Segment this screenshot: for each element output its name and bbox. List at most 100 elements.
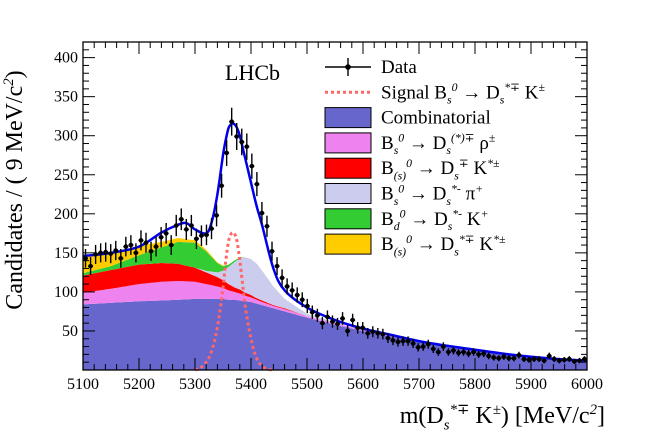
data-point (168, 235, 174, 255)
area-combinatorial (83, 298, 587, 370)
x-tick-label: 5400 (235, 376, 267, 393)
data-point (461, 348, 467, 356)
data-point (491, 354, 497, 361)
data-point (299, 292, 305, 308)
data-point (450, 346, 456, 355)
data-point (476, 350, 482, 358)
data-point (98, 243, 104, 263)
legend-label: Bs0 → Ds*- π+ (381, 182, 483, 208)
legend-label: Bs0 → Ds(*)∓ ρ± (381, 132, 496, 158)
area-rho (83, 280, 587, 361)
y-tick-label: 250 (54, 167, 78, 184)
y-tick-label: 400 (54, 50, 78, 67)
data-point (395, 337, 401, 347)
data-point (516, 351, 522, 359)
data-point (576, 357, 582, 364)
x-tick-label: 5500 (291, 376, 323, 393)
data-point (319, 317, 325, 330)
data-point (390, 335, 396, 346)
legend-item-data: Data (325, 57, 417, 78)
data-point (410, 338, 416, 349)
data-point (138, 230, 144, 251)
data-point (183, 218, 189, 240)
stacked-areas (83, 238, 587, 370)
data-point (370, 326, 376, 338)
data-point (571, 358, 577, 364)
data-point (249, 153, 255, 179)
signal-line (194, 230, 274, 372)
data-point (501, 353, 507, 360)
tick-labels: 5100 5200 5300 5400 5500 5600 5700 5800 5900 6000… (54, 50, 603, 393)
y-tick-label: 150 (54, 245, 78, 262)
data-point (118, 248, 124, 268)
data-point (455, 349, 461, 357)
data-point (219, 173, 225, 198)
data-point (415, 343, 421, 352)
legend-label: B(s)0 → Ds*∓ K*± (381, 233, 506, 259)
data-point (496, 355, 502, 362)
legend-item-combinatorial: Combinatorial (324, 107, 491, 129)
y-tick-label: 200 (54, 206, 78, 223)
data-point (486, 352, 492, 360)
data-point (229, 107, 235, 136)
data-point (279, 269, 285, 287)
data-point (581, 356, 587, 362)
data-point (385, 332, 391, 343)
data-point (294, 287, 300, 303)
data-point (198, 225, 204, 246)
data-point (274, 257, 280, 276)
data-points (83, 107, 587, 364)
legend-label: Signal Bs0 → Ds*∓ K± (381, 81, 546, 107)
data-point (511, 355, 517, 362)
data-point (309, 305, 315, 319)
data-point (466, 350, 472, 358)
y-axis-title: Candidates / ( 9 MeV/c2) (1, 70, 28, 309)
data-point (113, 240, 119, 261)
y-tick-label: 300 (54, 128, 78, 145)
data-point (365, 327, 371, 339)
data-point (420, 342, 426, 351)
data-point (430, 344, 436, 353)
data-point (103, 242, 109, 262)
data-point (239, 128, 245, 156)
area-bs_kstar (83, 238, 587, 361)
x-tick-label: 5700 (403, 376, 435, 393)
data-point (284, 278, 290, 295)
y-tick-label: 350 (54, 89, 78, 106)
data-point (380, 328, 386, 340)
data-point (405, 336, 411, 346)
data-point (193, 228, 199, 249)
data-point (324, 310, 330, 324)
data-point (556, 357, 562, 364)
data-point (178, 208, 184, 231)
x-tick-label: 5300 (179, 376, 211, 393)
data-point (541, 357, 547, 364)
x-tick-label: 5100 (67, 376, 99, 393)
legend-item-signal: Signal Bs0 → Ds*∓ K± (325, 81, 546, 107)
data-point (203, 224, 209, 246)
y-tick-label: 100 (54, 284, 78, 301)
area-kstar (83, 263, 587, 361)
legend-label: Combinatorial (381, 108, 491, 129)
data-point (425, 339, 431, 349)
data-point (506, 355, 512, 362)
data-point (269, 241, 275, 261)
legend-item-rho: Bs0 → Ds(*)∓ ρ± (324, 132, 496, 158)
experiment-label: LHCb (225, 60, 280, 85)
data-point (314, 308, 320, 322)
data-point (445, 348, 451, 356)
data-point (521, 356, 527, 362)
x-axis-title: m(Ds*∓ K±) [MeV/c2] (400, 402, 605, 434)
data-point (88, 257, 94, 276)
data-point (214, 204, 220, 227)
data-point (133, 243, 139, 263)
data-point (531, 356, 537, 362)
x-tick-label: 5600 (347, 376, 379, 393)
legend-label: Data (381, 57, 417, 78)
legend-item-pi: Bs0 → Ds*- π+ (324, 182, 483, 208)
legend-item-bd: Bd0 → Ds*- K+ (324, 208, 489, 233)
data-point (173, 214, 179, 237)
data-point (244, 133, 250, 160)
x-tick-label: 5900 (515, 376, 547, 393)
data-point (551, 356, 557, 362)
